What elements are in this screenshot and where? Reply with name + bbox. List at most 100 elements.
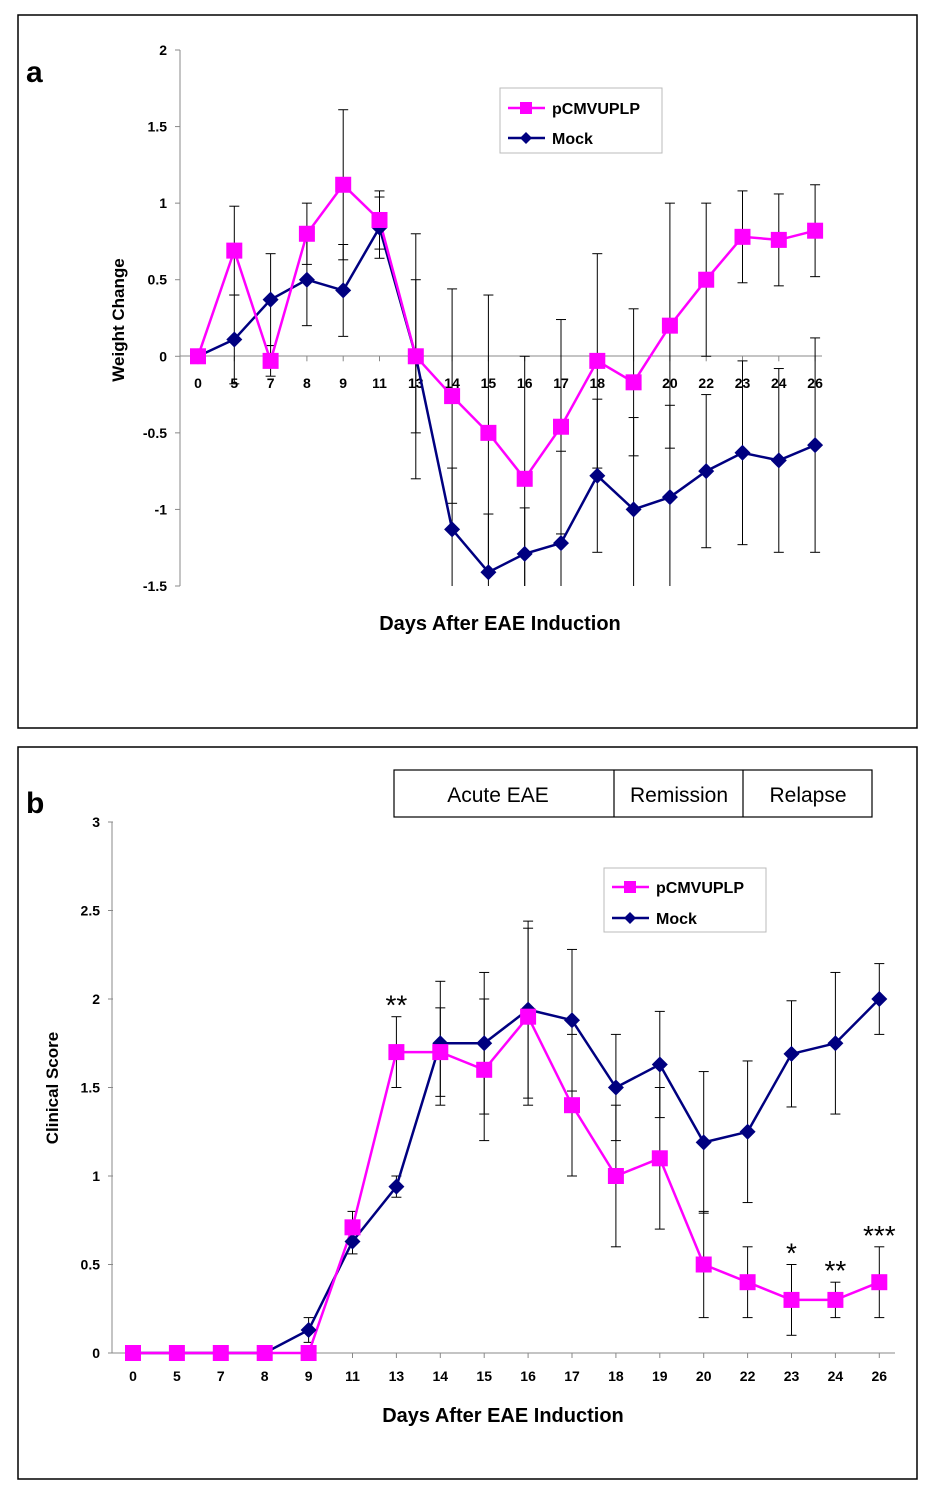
marker-pcmvuplp bbox=[190, 348, 206, 365]
x-tick-label: 0 bbox=[129, 1368, 137, 1384]
marker-mock bbox=[300, 1321, 317, 1338]
x-tick-label: 7 bbox=[217, 1368, 225, 1384]
marker-mock bbox=[564, 1012, 580, 1029]
panel-b: b Acute EAE Remission Relapse 00.511.522… bbox=[17, 746, 918, 1480]
series-line-mock bbox=[197, 224, 816, 574]
marker-mock bbox=[589, 467, 606, 484]
panel-b-label: b bbox=[26, 787, 44, 820]
x-tick-label: 8 bbox=[303, 375, 311, 391]
panel-a-label: a bbox=[26, 56, 43, 89]
x-tick-label: 0 bbox=[194, 375, 202, 391]
marker-mock bbox=[607, 1079, 624, 1096]
marker-mock bbox=[661, 489, 678, 506]
marker-pcmvuplp bbox=[407, 348, 424, 365]
y-tick-label: 0 bbox=[159, 348, 167, 364]
x-tick-label: 5 bbox=[173, 1368, 181, 1384]
y-tick-label: -1.5 bbox=[143, 578, 167, 594]
marker-mock bbox=[553, 535, 569, 552]
panel-b-y-axis-label: Clinical Score bbox=[43, 1032, 62, 1144]
panel-b-markers bbox=[125, 991, 888, 1361]
panel-b-border bbox=[17, 746, 918, 1480]
significance-mark: * bbox=[786, 1238, 797, 1269]
panel-b-significance-marks: ******** bbox=[386, 990, 896, 1286]
marker-pcmvuplp bbox=[739, 1274, 756, 1291]
y-tick-label: 0 bbox=[92, 1345, 100, 1361]
panel-b-legend-label-pcmvuplp: pCMVUPLP bbox=[656, 880, 744, 897]
marker-mock bbox=[651, 1056, 668, 1073]
x-tick-label: 8 bbox=[261, 1368, 269, 1384]
significance-mark: ** bbox=[386, 990, 408, 1021]
marker-pcmvuplp bbox=[480, 424, 497, 441]
panel-a-border bbox=[17, 14, 918, 729]
marker-pcmvuplp bbox=[476, 1061, 493, 1078]
panel-a-legend-label-mock: Mock bbox=[552, 131, 593, 148]
panel-a-x-axis-label: Days After EAE Induction bbox=[379, 613, 621, 635]
panel-a-y-ticks: -1.5 -1 -0.5 0 0.5 1 1.5 2 bbox=[143, 42, 180, 594]
marker-pcmvuplp bbox=[256, 1345, 273, 1361]
marker-pcmvuplp bbox=[125, 1345, 141, 1361]
marker-mock bbox=[480, 564, 497, 581]
marker-mock bbox=[698, 463, 715, 480]
marker-pcmvuplp bbox=[168, 1345, 185, 1361]
marker-pcmvuplp bbox=[589, 352, 606, 369]
marker-pcmvuplp bbox=[770, 231, 787, 248]
y-tick-label: 1 bbox=[92, 1168, 100, 1184]
panel-a-markers bbox=[190, 176, 824, 581]
x-tick-label: 16 bbox=[520, 1368, 536, 1384]
marker-mock bbox=[344, 1233, 361, 1250]
marker-pcmvuplp bbox=[516, 470, 533, 487]
y-tick-label: -1 bbox=[155, 501, 168, 517]
marker-pcmvuplp bbox=[371, 211, 388, 228]
panel-a-legend-marker-pcmvuplp bbox=[520, 102, 532, 114]
marker-pcmvuplp bbox=[212, 1345, 229, 1361]
marker-pcmvuplp bbox=[827, 1291, 844, 1308]
marker-pcmvuplp bbox=[388, 1044, 405, 1061]
x-tick-label: 14 bbox=[433, 1368, 449, 1384]
phase-remission: Remission bbox=[630, 784, 728, 807]
marker-pcmvuplp bbox=[553, 418, 569, 435]
marker-pcmvuplp bbox=[734, 228, 751, 245]
x-tick-label: 20 bbox=[696, 1368, 712, 1384]
marker-mock bbox=[226, 331, 243, 348]
marker-pcmvuplp bbox=[520, 1008, 537, 1025]
marker-mock bbox=[783, 1045, 800, 1062]
x-tick-label: 24 bbox=[828, 1368, 844, 1384]
x-tick-label: 13 bbox=[389, 1368, 405, 1384]
phase-bar: Acute EAE Remission Relapse bbox=[393, 769, 873, 818]
panel-a-y-axis-label: Weight Change bbox=[109, 258, 128, 381]
panel-a: a -1.5-1-0.500.511.52 057891113141516171… bbox=[17, 14, 918, 729]
marker-pcmvuplp bbox=[607, 1168, 624, 1184]
y-tick-label: 1.5 bbox=[81, 1080, 101, 1096]
marker-mock bbox=[516, 545, 533, 562]
marker-mock bbox=[476, 1035, 493, 1052]
panel-a-legend-marker-mock bbox=[520, 132, 532, 144]
marker-mock bbox=[739, 1123, 756, 1140]
x-tick-label: 7 bbox=[267, 375, 275, 391]
phase-acute-eae: Acute EAE bbox=[447, 784, 549, 807]
y-tick-label: 2 bbox=[92, 991, 100, 1007]
panel-b-x-axis-label: Days After EAE Induction bbox=[382, 1405, 624, 1427]
marker-pcmvuplp bbox=[226, 242, 243, 259]
panel-a-legend: pCMVUPLP Mock bbox=[499, 87, 663, 154]
marker-mock bbox=[695, 1134, 712, 1151]
y-tick-label: 3 bbox=[92, 814, 100, 830]
marker-mock bbox=[770, 452, 787, 469]
marker-mock bbox=[298, 271, 315, 288]
y-tick-label: 0.5 bbox=[148, 272, 168, 288]
marker-mock bbox=[807, 437, 824, 454]
marker-pcmvuplp bbox=[564, 1097, 580, 1114]
marker-mock bbox=[262, 291, 279, 308]
x-tick-label: 26 bbox=[872, 1368, 888, 1384]
phase-relapse: Relapse bbox=[769, 784, 846, 807]
marker-pcmvuplp bbox=[698, 271, 715, 288]
x-tick-label: 9 bbox=[339, 375, 347, 391]
x-tick-label: 17 bbox=[564, 1368, 580, 1384]
marker-mock bbox=[871, 991, 888, 1007]
panel-b-legend-marker-pcmvuplp bbox=[624, 881, 636, 893]
significance-mark: ** bbox=[825, 1255, 847, 1286]
panel-b-legend-marker-mock bbox=[624, 912, 636, 924]
marker-pcmvuplp bbox=[625, 374, 642, 391]
marker-mock bbox=[335, 282, 352, 299]
marker-pcmvuplp bbox=[807, 222, 824, 239]
y-tick-label: 1.5 bbox=[148, 119, 168, 135]
